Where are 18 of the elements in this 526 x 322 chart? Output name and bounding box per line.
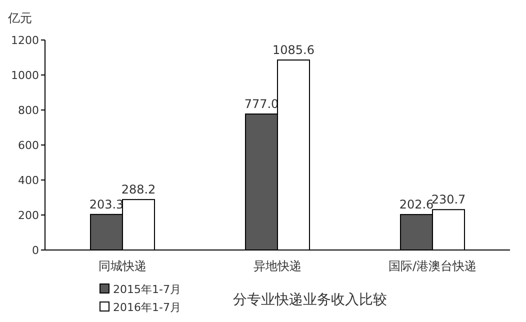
y-tick-label: 800 bbox=[18, 104, 39, 117]
y-tick-label: 200 bbox=[18, 209, 39, 222]
y-tick-label: 1200 bbox=[11, 34, 39, 47]
y-tick-label: 600 bbox=[18, 139, 39, 152]
text: 分专业快递业务收入比较 bbox=[233, 292, 387, 308]
data-label: 288.2 bbox=[121, 182, 156, 197]
x-tick-label: 同城快递 bbox=[98, 259, 146, 273]
data-label: 202.6 bbox=[399, 198, 434, 212]
x-tick-label: 异地快递 bbox=[254, 259, 302, 273]
legend-label: 2016年1-7月 bbox=[113, 301, 181, 314]
y-tick-label: 400 bbox=[18, 174, 39, 187]
data-label: 1085.6 bbox=[272, 43, 314, 58]
y-axis-title: 亿元 bbox=[7, 11, 32, 25]
y-tick-label: 1000 bbox=[11, 69, 39, 82]
data-label: 203.3 bbox=[89, 197, 124, 212]
legend-label: 2015年1-7月 bbox=[113, 283, 181, 296]
y-tick-label: 0 bbox=[32, 244, 39, 257]
x-tick-label: 国际/港澳台快递 bbox=[388, 259, 477, 273]
